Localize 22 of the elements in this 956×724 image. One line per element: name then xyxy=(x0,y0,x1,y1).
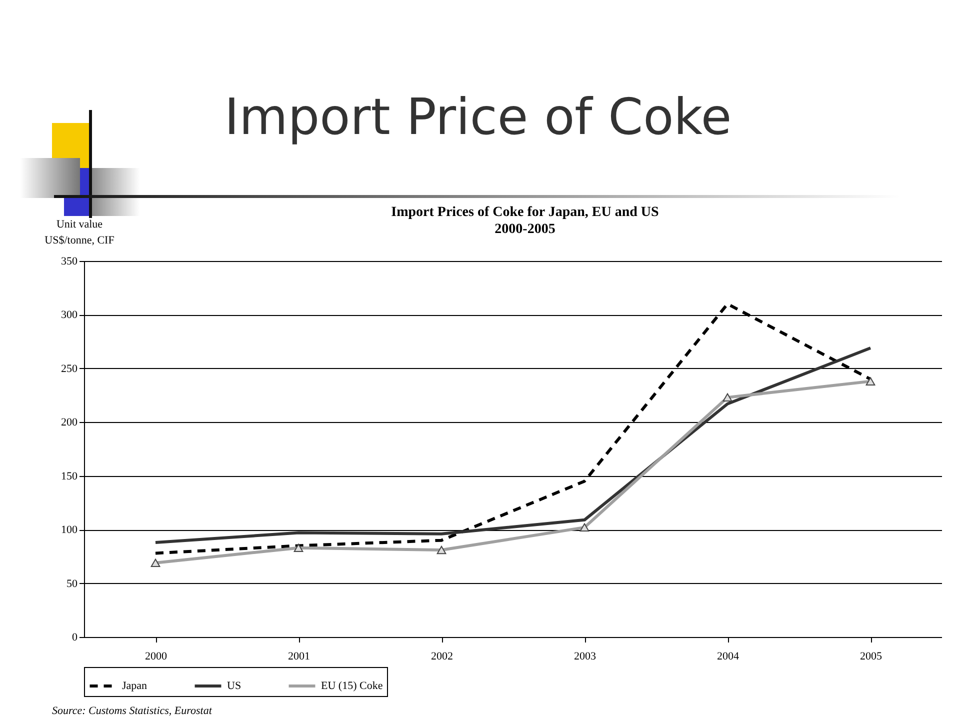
x-tick-label: 2000 xyxy=(145,650,168,662)
y-tick-label: 300 xyxy=(61,309,78,322)
y-tick-label: 250 xyxy=(61,362,78,375)
legend-label: Japan xyxy=(122,680,148,692)
y-tick-label: 0 xyxy=(72,632,78,644)
x-tick-label: 2001 xyxy=(288,650,310,662)
legend-label: EU (15) Coke xyxy=(321,680,383,692)
y-tick-label: 100 xyxy=(61,524,78,536)
legend-label: US xyxy=(227,680,242,692)
chart-subtitle: Import Prices of Coke for Japan, EU and US 2000-2005 xyxy=(391,205,659,237)
source-note: Source: Customs Statistics, Eurostat xyxy=(52,705,212,717)
x-tick-label: 2005 xyxy=(860,650,882,662)
y-axis-title: Unit value US$/tonne, CIF xyxy=(44,218,114,246)
x-tick-label: 2002 xyxy=(431,650,453,662)
y-tick-label: 50 xyxy=(66,578,78,590)
x-tick-label: 2004 xyxy=(717,650,740,662)
line-series xyxy=(154,346,872,544)
chart-title: Import Price of Coke xyxy=(223,88,733,146)
y-tick-label: 200 xyxy=(61,416,78,429)
y-tick-label: 350 xyxy=(61,256,78,268)
x-tick-label: 2003 xyxy=(574,650,596,662)
y-tick-label: 150 xyxy=(61,470,78,482)
